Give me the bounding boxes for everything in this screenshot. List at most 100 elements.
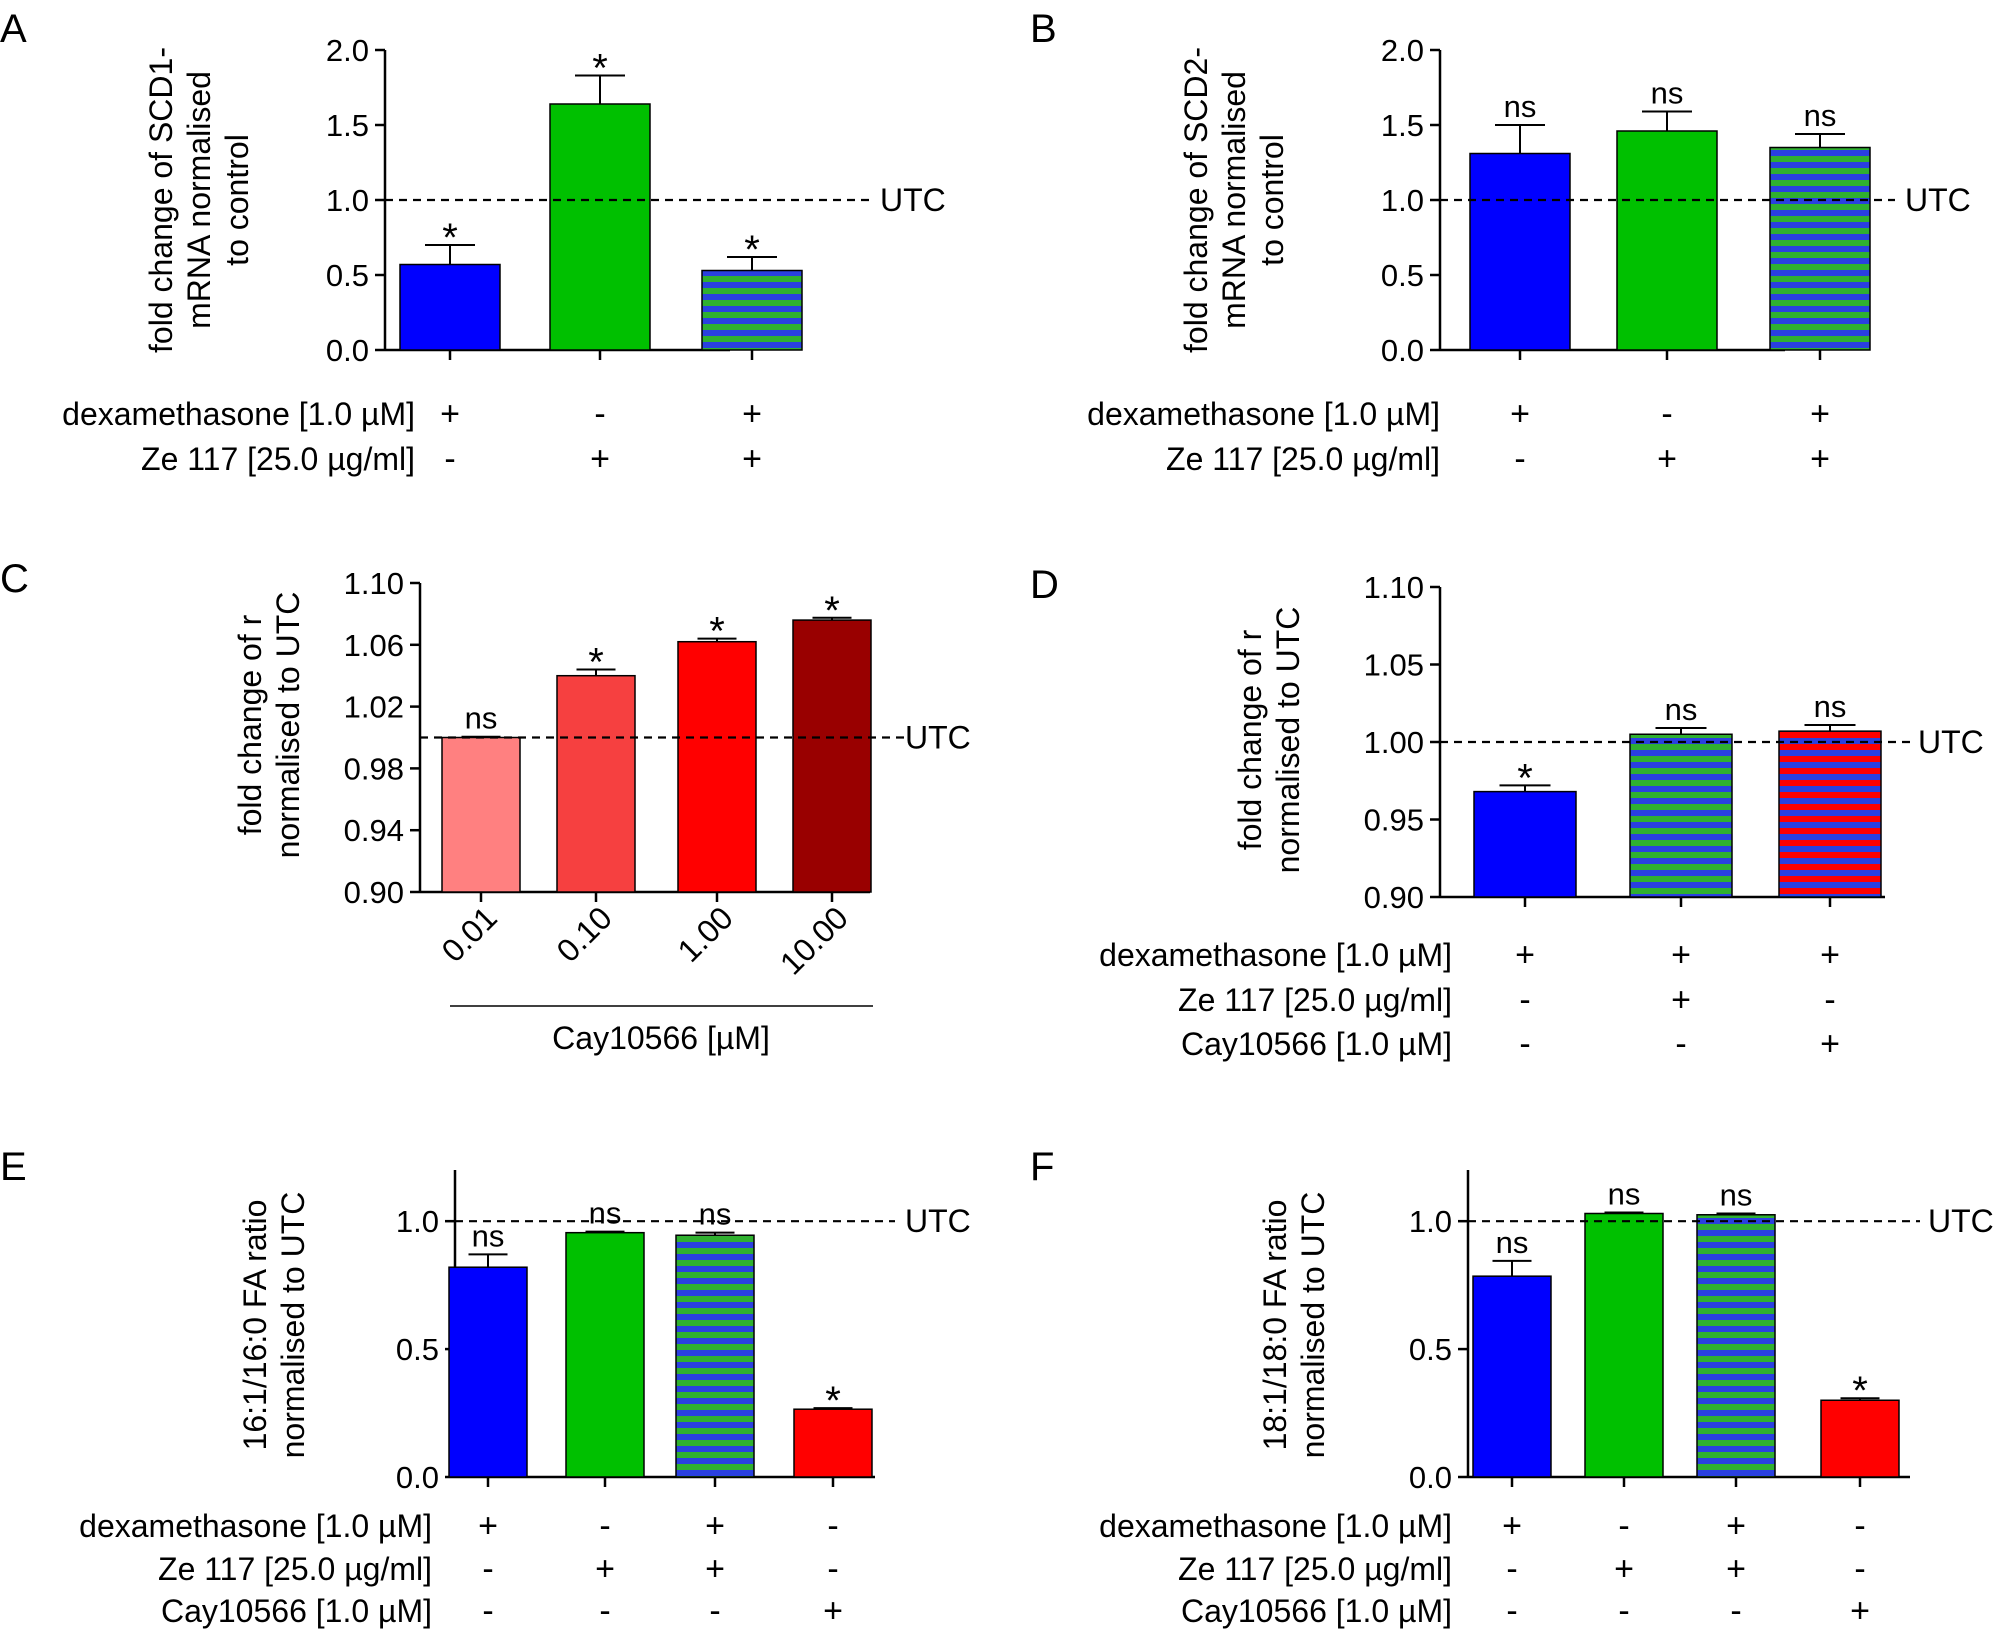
condition-sign: - bbox=[1730, 1592, 1741, 1630]
condition-sign: - bbox=[1618, 1592, 1629, 1630]
y-tick-label: 1.06 bbox=[344, 628, 404, 663]
y-axis-label: fold change of rnormalised to UTC bbox=[232, 592, 306, 859]
significance-label: * bbox=[709, 610, 725, 654]
y-axis-label-line: fold change of SCD2- bbox=[1178, 47, 1214, 353]
bar bbox=[1472, 1275, 1552, 1478]
y-tick-label: 0.98 bbox=[344, 751, 404, 786]
panel-letter: E bbox=[0, 1145, 27, 1189]
condition-sign: - bbox=[827, 1507, 838, 1545]
condition-sign: + bbox=[1726, 1507, 1746, 1545]
bar bbox=[793, 1408, 873, 1478]
condition-sign: + bbox=[705, 1507, 725, 1545]
bar bbox=[1696, 1214, 1776, 1478]
significance-label: ns bbox=[1814, 689, 1847, 724]
bar bbox=[1778, 730, 1882, 898]
y-axis-label-line: normalised to UTC bbox=[275, 1192, 311, 1459]
y-axis-label: 18:1/18:0 FA rationormalised to UTC bbox=[1257, 1192, 1331, 1459]
significance-label: ns bbox=[1496, 1225, 1529, 1260]
y-tick-label: 0.90 bbox=[1364, 880, 1424, 915]
y-tick-label: 1.0 bbox=[326, 183, 369, 218]
condition-label: Ze 117 [25.0 µg/ml] bbox=[1166, 441, 1440, 477]
y-axis-label-line: normalised to UTC bbox=[1270, 607, 1306, 874]
bar bbox=[1769, 146, 1871, 351]
y-tick-label: 1.5 bbox=[1381, 108, 1424, 143]
significance-label: * bbox=[592, 47, 608, 91]
condition-sign: + bbox=[1810, 440, 1830, 478]
bar bbox=[1473, 790, 1577, 898]
condition-sign: - bbox=[1675, 1025, 1686, 1063]
condition-sign: - bbox=[1618, 1507, 1629, 1545]
condition-sign: + bbox=[823, 1592, 843, 1630]
y-axis-label: fold change of SCD2-mRNA normalisedto co… bbox=[1178, 47, 1290, 353]
condition-sign: - bbox=[482, 1592, 493, 1630]
y-tick-label: 0.95 bbox=[1364, 803, 1424, 838]
x-category-label: 0.10 bbox=[549, 899, 618, 968]
condition-sign: - bbox=[709, 1592, 720, 1630]
significance-label: ns bbox=[465, 701, 498, 736]
condition-sign: - bbox=[1824, 981, 1835, 1019]
significance-label: * bbox=[825, 1379, 841, 1423]
y-tick-label: 1.10 bbox=[1364, 570, 1424, 605]
reference-label: UTC bbox=[880, 182, 946, 218]
panel-letter: C bbox=[0, 557, 29, 601]
x-axis-title: Cay10566 [µM] bbox=[552, 1020, 770, 1056]
condition-sign: - bbox=[1854, 1550, 1865, 1588]
y-tick-label: 2.0 bbox=[1381, 33, 1424, 68]
condition-sign: + bbox=[1510, 395, 1530, 433]
significance-label: ns bbox=[1608, 1176, 1641, 1211]
y-tick-label: 1.0 bbox=[1381, 183, 1424, 218]
reference-label: UTC bbox=[1928, 1203, 1994, 1239]
condition-sign: + bbox=[705, 1550, 725, 1588]
condition-sign: - bbox=[827, 1550, 838, 1588]
panel-a: A 0.0 0.5 1.0 1.5 2.0 fold change of SCD1-mRNA… bbox=[0, 7, 946, 478]
y-axis-label-line: normalised to UTC bbox=[270, 592, 306, 859]
condition-sign: + bbox=[1657, 440, 1677, 478]
panel-f: F 0.0 0.5 1.0 18:1/18:0 FA rationormalised t… bbox=[1030, 1145, 1994, 1630]
condition-sign: + bbox=[1820, 1025, 1840, 1063]
significance-label: ns bbox=[1665, 692, 1698, 727]
condition-sign: + bbox=[1850, 1592, 1870, 1630]
significance-label: * bbox=[588, 641, 604, 685]
y-axis-label-line: to control bbox=[1254, 134, 1290, 266]
panel-b: B 0.0 0.5 1.0 1.5 2.0 fold change of SCD2-mRNA… bbox=[1030, 7, 1971, 478]
bar bbox=[1629, 733, 1733, 898]
condition-sign: + bbox=[478, 1507, 498, 1545]
condition-sign: - bbox=[482, 1550, 493, 1588]
condition-label: Ze 117 [25.0 µg/ml] bbox=[141, 441, 415, 477]
panel-e: E 0.0 0.5 1.0 16:1/16:0 FA rationormalised t… bbox=[0, 1145, 971, 1630]
y-axis-label-line: mRNA normalised bbox=[1216, 71, 1252, 329]
condition-sign: - bbox=[1519, 981, 1530, 1019]
significance-label: * bbox=[442, 216, 458, 260]
significance-label: ns bbox=[699, 1197, 732, 1232]
y-axis-label-line: 18:1/18:0 FA ratio bbox=[1257, 1200, 1293, 1451]
bar bbox=[1616, 130, 1718, 351]
condition-sign: + bbox=[1502, 1507, 1522, 1545]
bar bbox=[675, 1234, 755, 1478]
significance-label: * bbox=[1517, 756, 1533, 800]
significance-label: ns bbox=[589, 1196, 622, 1231]
reference-label: UTC bbox=[1905, 182, 1971, 218]
y-tick-label: 0.0 bbox=[396, 1460, 439, 1495]
significance-label: ns bbox=[1504, 89, 1537, 124]
condition-sign: - bbox=[1661, 395, 1672, 433]
condition-label: Ze 117 [25.0 µg/ml] bbox=[1178, 1551, 1452, 1587]
x-category-label: 1.00 bbox=[670, 899, 739, 968]
condition-sign: - bbox=[444, 440, 455, 478]
bar bbox=[399, 263, 501, 351]
y-tick-label: 0.5 bbox=[326, 258, 369, 293]
condition-label: Ze 117 [25.0 µg/ml] bbox=[1178, 982, 1452, 1018]
bar bbox=[701, 269, 803, 351]
significance-label: * bbox=[744, 228, 760, 272]
panel-letter: F bbox=[1030, 1145, 1054, 1189]
reference-label: UTC bbox=[905, 1203, 971, 1239]
condition-sign: - bbox=[1506, 1550, 1517, 1588]
y-axis-label-line: to control bbox=[219, 134, 255, 266]
condition-label: dexamethasone [1.0 µM] bbox=[62, 396, 415, 432]
panel-d: D 0.90 0.95 1.00 1.05 1.10 fold change of rnor… bbox=[1030, 563, 1984, 1063]
significance-label: ns bbox=[472, 1218, 505, 1253]
panel-letter: A bbox=[0, 7, 27, 51]
condition-sign: + bbox=[590, 440, 610, 478]
bar bbox=[677, 640, 757, 893]
significance-label: ns bbox=[1720, 1177, 1753, 1212]
y-tick-label: 0.5 bbox=[1381, 258, 1424, 293]
